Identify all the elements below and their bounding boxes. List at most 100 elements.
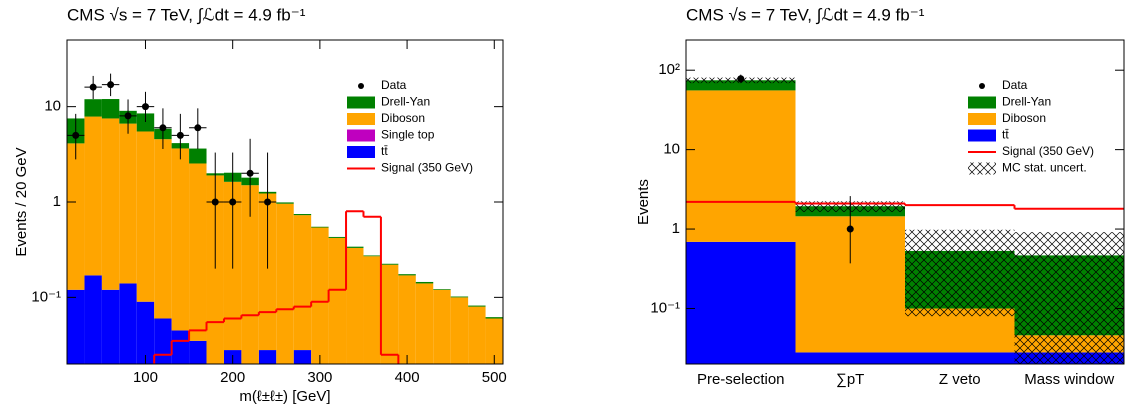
data-point <box>846 225 854 233</box>
stack-bar <box>363 256 381 364</box>
stack-bar <box>485 318 503 364</box>
legend-label: Single top <box>381 128 435 142</box>
stack-bar <box>311 227 329 364</box>
data-point <box>107 81 115 89</box>
stack-bar <box>189 340 207 364</box>
stack-bar <box>241 185 259 364</box>
stack-bar <box>189 163 207 341</box>
y-axis-label: Events <box>635 179 652 225</box>
stack-bar <box>136 131 155 302</box>
stack-bar <box>101 289 120 364</box>
stack-bar <box>905 352 1015 364</box>
legend-label: Signal (350 GeV) <box>381 161 473 175</box>
stack-bar <box>468 305 486 307</box>
data-point <box>737 75 745 83</box>
legend-swatch <box>347 96 375 109</box>
y-tick-label: 10⁻¹ <box>31 288 61 305</box>
stack-bar <box>433 289 451 364</box>
data-point <box>176 131 184 139</box>
data-point <box>72 131 80 139</box>
stack-bar <box>363 255 381 257</box>
legend-label: Diboson <box>1002 111 1046 125</box>
stack-bar <box>189 148 207 164</box>
stack-bar <box>136 113 155 132</box>
data-point <box>159 124 167 132</box>
stack-bar <box>485 317 503 319</box>
x-tick-label: Pre-selection <box>697 371 785 388</box>
legend-swatch <box>968 113 996 125</box>
legend-swatch <box>968 129 996 142</box>
legend-label: MC stat. uncert. <box>1002 161 1087 175</box>
y-tick-label: 10 <box>663 141 680 158</box>
data-point <box>246 169 254 177</box>
legend-label: tt̄ <box>1002 128 1009 142</box>
stack-bar <box>258 350 277 364</box>
x-axis-label: m(ℓ±ℓ±) [GeV] <box>239 388 330 405</box>
stack-bar <box>154 318 172 364</box>
stack-bar <box>84 99 102 117</box>
legend-swatch <box>347 129 375 142</box>
stack-bar <box>795 352 905 364</box>
legend-label: Drell-Yan <box>381 95 430 109</box>
stack-bar <box>415 283 434 364</box>
legend-marker <box>358 83 364 89</box>
x-tick-label: Z veto <box>939 371 981 388</box>
y-tick-label: 10 <box>44 98 61 115</box>
data-point <box>89 83 97 91</box>
legend-swatch <box>347 113 375 125</box>
legend-label: Diboson <box>381 111 425 125</box>
legend-label: Signal (350 GeV) <box>1002 144 1094 158</box>
legend-swatch <box>347 146 375 158</box>
stack-bar <box>450 296 469 298</box>
data-point <box>141 103 149 111</box>
stack-bar <box>311 226 329 228</box>
legend-marker <box>979 83 985 89</box>
x-tick-label: 100 <box>133 369 158 386</box>
stack-bar <box>450 297 469 364</box>
data-point <box>211 198 219 206</box>
y-axis-label: Events / 20 GeV <box>13 147 30 256</box>
stack-bar <box>119 283 137 364</box>
uncertainty-band <box>905 229 1015 317</box>
stack-bar <box>686 80 796 91</box>
stack-bar <box>433 289 451 290</box>
stack-bar <box>276 203 294 364</box>
data-point <box>264 198 272 206</box>
stack-bar <box>171 148 190 331</box>
stack-bar <box>346 247 364 364</box>
data-point <box>229 198 237 206</box>
stack-bar <box>67 143 85 290</box>
plot-area <box>686 74 1124 364</box>
y-tick-label: 1 <box>672 220 680 237</box>
stack-bar <box>398 275 416 364</box>
stack-bar <box>398 274 416 276</box>
stack-bar <box>380 263 399 265</box>
stack-bar <box>686 90 796 242</box>
stack-bar <box>293 215 312 351</box>
x-tick-label: 200 <box>220 369 245 386</box>
stack-bar <box>171 330 190 364</box>
chart-title: CMS √s = 7 TeV, ∫ℒdt = 4.9 fb⁻¹ <box>686 5 925 24</box>
stack-bar <box>84 275 102 364</box>
stack-bar <box>84 116 102 276</box>
plot-frame <box>685 39 1125 365</box>
legend-label: Data <box>1002 78 1028 92</box>
stack-bar <box>346 246 364 248</box>
stack-bar <box>154 139 172 319</box>
x-tick-label: 400 <box>395 369 420 386</box>
stack-bar <box>136 301 155 364</box>
y-tick-label: 10⁻¹ <box>650 299 680 316</box>
stack-bar <box>206 175 224 364</box>
stack-bar <box>293 350 312 364</box>
plot-area <box>67 73 503 364</box>
stack-bar <box>328 237 347 364</box>
data-point <box>124 112 132 120</box>
legend-swatch <box>968 162 996 175</box>
stack-bar <box>328 236 347 238</box>
chart-title: CMS √s = 7 TeV, ∫ℒdt = 4.9 fb⁻¹ <box>67 5 306 24</box>
y-tick-label: 1 <box>53 193 61 210</box>
stack-bar <box>380 264 399 364</box>
stack-bar <box>468 306 486 364</box>
x-tick-label: ∑pT <box>836 371 864 388</box>
